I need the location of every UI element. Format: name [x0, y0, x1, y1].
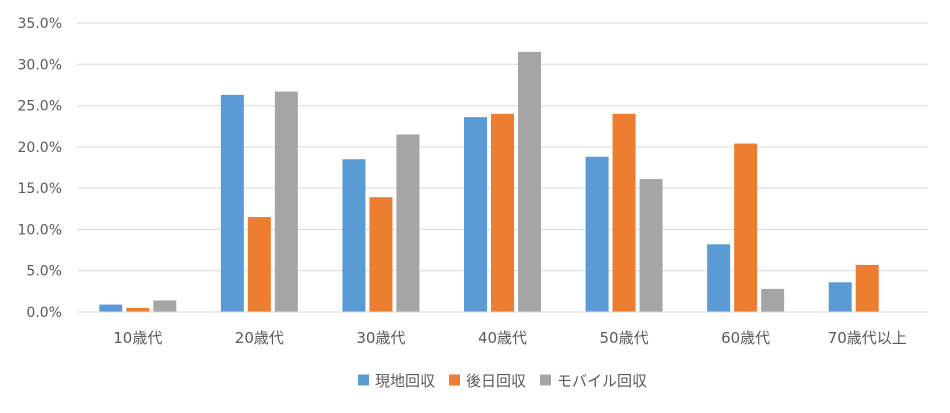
legend: 現地回収 後日回収 モバイル回収 — [358, 372, 647, 390]
bar — [707, 244, 731, 312]
bar — [153, 300, 177, 312]
legend-swatch — [540, 374, 551, 386]
bar — [734, 143, 758, 312]
y-tick-label: 15.0% — [18, 181, 62, 197]
y-tick-label: 30.0% — [18, 57, 62, 73]
bar — [612, 113, 636, 312]
bar — [396, 134, 420, 312]
bar — [585, 156, 609, 312]
bar — [220, 94, 244, 312]
bars — [99, 51, 879, 313]
x-category-label: 50歳代 — [600, 329, 649, 347]
x-category-label: 20歳代 — [235, 329, 284, 347]
legend-label: 後日回収 — [466, 372, 526, 390]
bar — [126, 307, 150, 312]
y-tick-label: 0.0% — [26, 305, 62, 321]
bar — [855, 264, 879, 312]
x-axis-category-labels: 10歳代 20歳代 30歳代 40歳代 50歳代 60歳代 70歳代以上 — [113, 329, 907, 347]
bar — [464, 117, 487, 312]
x-category-label: 40歳代 — [478, 329, 527, 347]
y-tick-label: 20.0% — [18, 140, 62, 156]
bar — [274, 91, 298, 312]
x-category-label: 70歳代以上 — [828, 329, 907, 347]
x-category-label: 30歳代 — [356, 329, 405, 347]
bar — [761, 288, 785, 312]
legend-label: モバイル回収 — [557, 372, 647, 390]
y-axis-tick-labels: 0.0% 5.0% 10.0% 15.0% 20.0% 25.0% 30.0% 35.0% — [18, 16, 62, 321]
y-tick-label: 35.0% — [18, 16, 62, 32]
y-tick-label: 10.0% — [18, 222, 62, 238]
legend-swatch — [358, 374, 369, 386]
y-tick-label: 25.0% — [18, 99, 62, 115]
x-category-label: 60歳代 — [721, 329, 770, 347]
x-category-label: 10歳代 — [113, 329, 162, 347]
bar — [247, 217, 271, 312]
y-tick-label: 5.0% — [26, 264, 62, 280]
bar — [342, 159, 366, 312]
bar — [369, 197, 393, 312]
legend-swatch — [449, 374, 460, 386]
legend-label: 現地回収 — [375, 372, 435, 390]
bar — [518, 51, 541, 313]
bar — [491, 113, 514, 312]
bar — [99, 304, 123, 312]
bar — [639, 179, 663, 312]
bar — [828, 282, 852, 312]
